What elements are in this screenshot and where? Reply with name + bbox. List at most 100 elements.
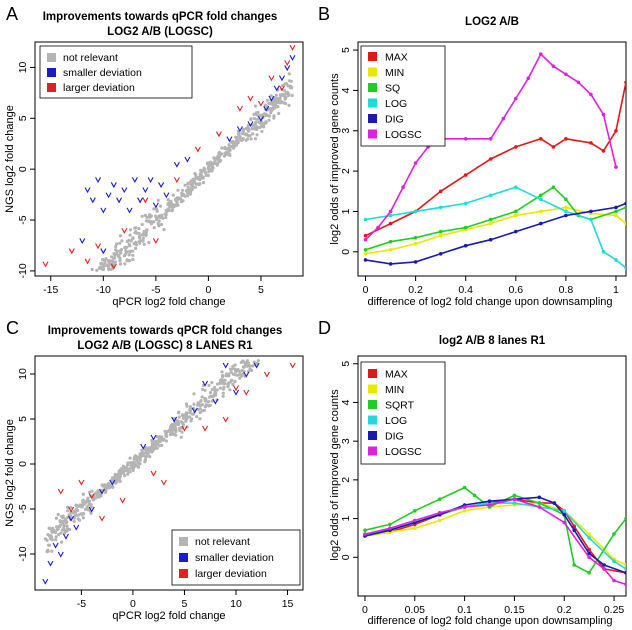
not-relevant-point [236, 140, 240, 145]
series-point-dig [552, 501, 557, 505]
not-relevant-point [72, 516, 76, 520]
x-axis-label: qPCR log2 fold change [112, 610, 225, 622]
smaller-deviation-point [147, 177, 154, 183]
series-point-max [463, 173, 468, 177]
not-relevant-point [160, 443, 164, 447]
not-relevant-point [253, 137, 258, 141]
legend-swatch-min [368, 384, 377, 394]
y-tick-label: 0 [340, 554, 352, 560]
not-relevant-point [152, 207, 156, 211]
not-relevant-point [255, 133, 259, 137]
not-relevant-point [87, 499, 92, 503]
smaller-deviation-point [233, 389, 239, 396]
series-point-sqrt [388, 522, 392, 527]
not-relevant-point [45, 538, 49, 543]
larger-deviation-point [152, 238, 159, 245]
not-relevant-point [60, 521, 64, 525]
series-point-logsc [589, 92, 593, 97]
series-point-log [539, 197, 543, 202]
not-relevant-point [65, 527, 69, 531]
larger-deviation-point [142, 197, 149, 204]
not-relevant-point [203, 399, 207, 403]
larger-deviation-point [236, 105, 243, 112]
series-point-dig [587, 551, 591, 556]
not-relevant-point [229, 145, 233, 149]
not-relevant-point [105, 485, 109, 489]
series-point-sqrt [624, 516, 626, 521]
not-relevant-point [118, 262, 123, 266]
not-relevant-point [182, 416, 186, 420]
not-relevant-point [132, 460, 136, 465]
not-relevant-point [227, 372, 231, 376]
x-tick-label: -5 [77, 598, 86, 610]
y-tick-label: 2 [340, 168, 352, 174]
not-relevant-point [252, 112, 256, 116]
series-point-logsc [512, 497, 517, 502]
not-relevant-point [283, 82, 287, 86]
larger-deviation-point [173, 177, 180, 183]
series-point-min [614, 213, 618, 218]
legend-label-max: MAX [385, 369, 408, 381]
legend-label-larger-deviation: larger deviation [195, 568, 267, 580]
legend: MAX MIN SQ LOG DIG LOGSC [360, 45, 446, 147]
series-point-logsc [624, 582, 626, 587]
larger-deviation-point [68, 248, 75, 255]
not-relevant-point [202, 181, 206, 185]
not-relevant-point [54, 538, 58, 542]
line-series [363, 52, 626, 270]
not-relevant-point [152, 444, 156, 448]
not-relevant-point [73, 513, 77, 518]
not-relevant-point [197, 177, 201, 181]
not-relevant-point [179, 200, 183, 204]
not-relevant-point [131, 249, 135, 253]
not-relevant-point [188, 411, 192, 415]
not-relevant-point [210, 380, 214, 385]
not-relevant-point [221, 375, 225, 379]
series-point-sqrt [437, 497, 442, 502]
y-tick-label: 5 [340, 47, 352, 53]
not-relevant-point [255, 361, 259, 365]
not-relevant-point [185, 411, 189, 415]
not-relevant-point [118, 234, 122, 238]
not-relevant-point [245, 132, 249, 136]
not-relevant-point [197, 402, 201, 406]
legend: not relevant smaller deviation larger de… [39, 45, 193, 99]
smaller-deviation-point [142, 187, 149, 194]
series-point-max [589, 141, 593, 145]
series-point-sqrt [572, 563, 576, 567]
series-point-logsc [587, 555, 591, 560]
series-point-logsc [564, 72, 568, 77]
legend-label-max: MAX [385, 52, 408, 64]
not-relevant-point [202, 408, 206, 412]
series-point-sqrt [512, 493, 517, 498]
series-point-sq [624, 205, 626, 210]
larger-deviation-point [243, 389, 250, 396]
series-point-dig [514, 229, 518, 234]
not-relevant-point [168, 428, 172, 432]
not-relevant-point [158, 204, 163, 208]
smaller-deviation-point [57, 551, 64, 558]
not-relevant-point [278, 97, 282, 101]
series-point-logsc [576, 80, 581, 85]
not-relevant-point [221, 381, 225, 385]
series-point-log [388, 213, 393, 218]
not-relevant-point [112, 252, 116, 256]
not-relevant-point [287, 103, 291, 107]
not-relevant-point [95, 493, 99, 497]
not-relevant-point [129, 461, 133, 465]
series-line-min [364, 502, 626, 566]
not-relevant-point [157, 214, 161, 218]
not-relevant-point [106, 259, 110, 263]
not-relevant-point [100, 483, 104, 487]
not-relevant-point [221, 391, 225, 395]
not-relevant-point [66, 505, 70, 509]
smaller-deviation-point [99, 488, 105, 495]
not-relevant-point [191, 181, 195, 186]
not-relevant-point [284, 101, 288, 106]
not-relevant-point [114, 244, 118, 249]
not-relevant-point [199, 168, 203, 172]
smaller-deviation-point [263, 105, 270, 112]
axis-ticks: 0 0.05 0.1 0.15 0.2 0.25 0 1 2 3 4 5 [340, 361, 624, 616]
not-relevant-point [127, 253, 131, 257]
series-point-max [624, 80, 626, 85]
